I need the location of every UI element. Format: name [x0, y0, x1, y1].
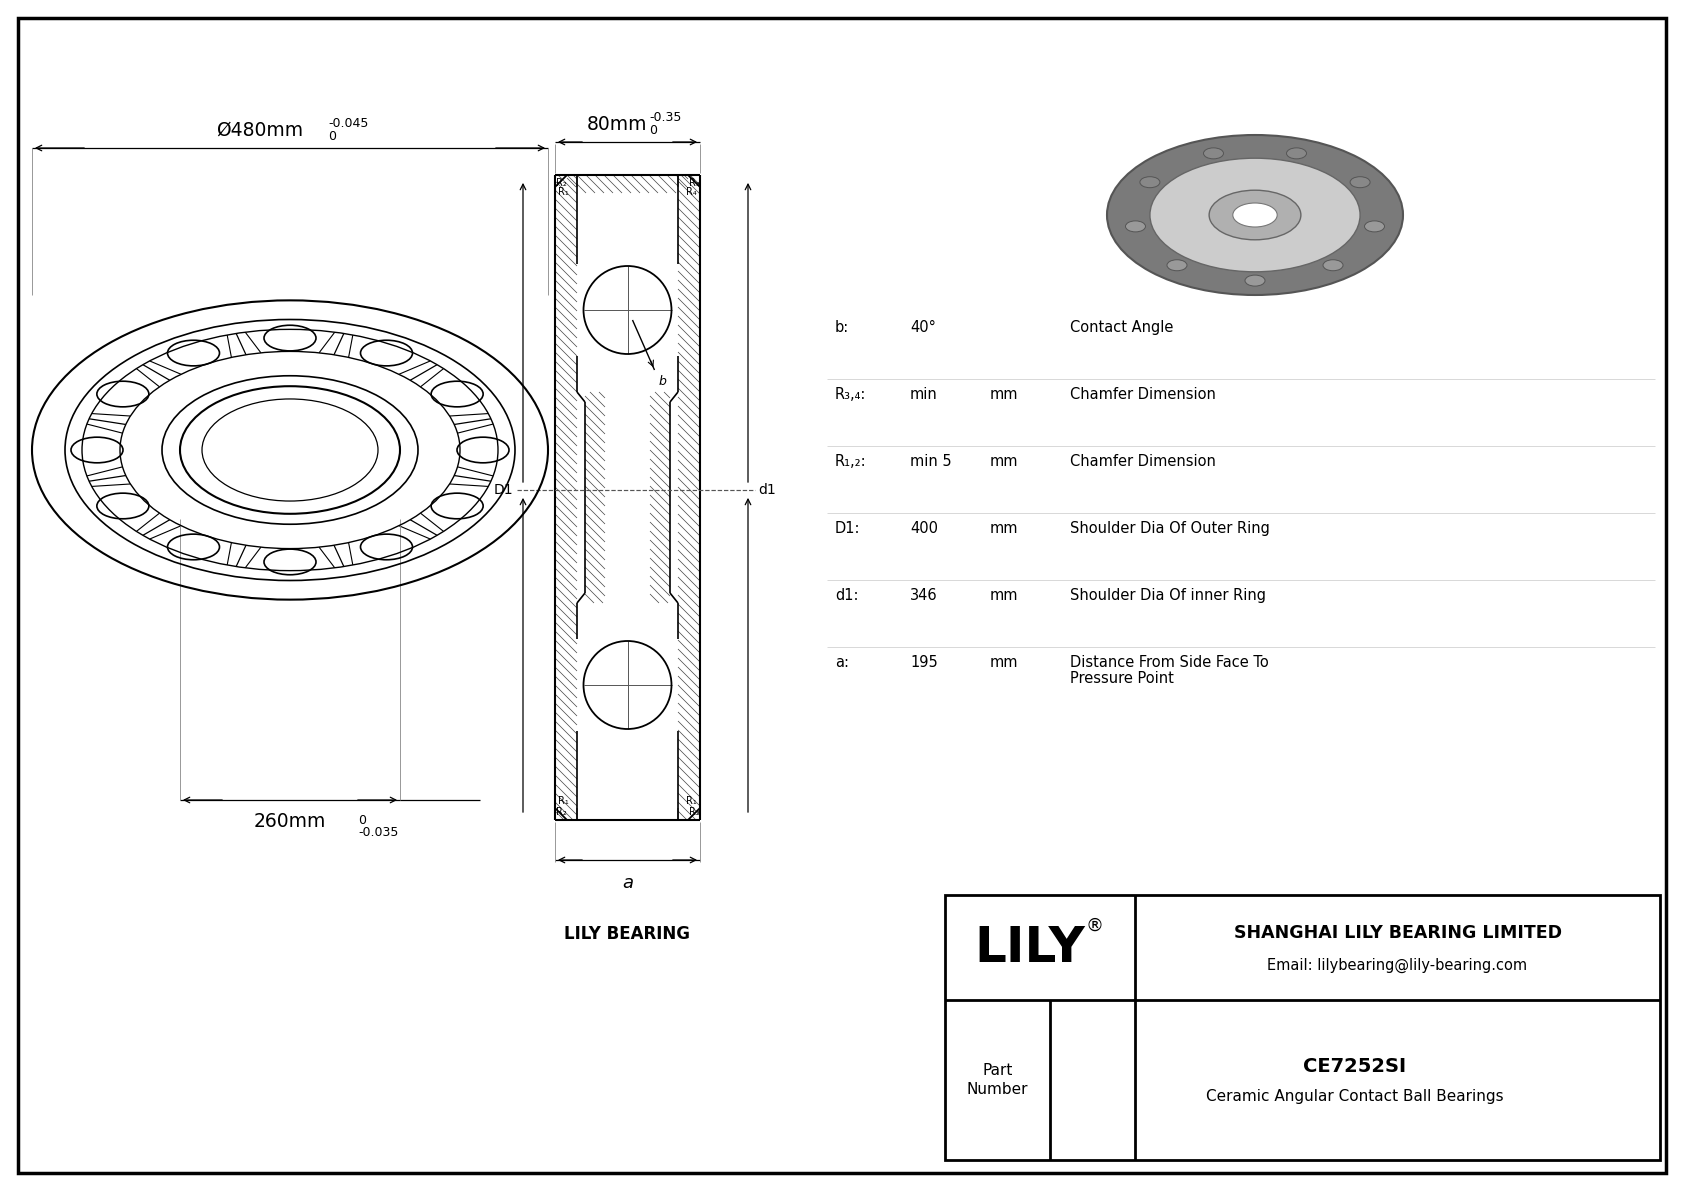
Text: D1:: D1: — [835, 520, 861, 536]
Text: d1:: d1: — [835, 588, 859, 603]
Ellipse shape — [1351, 176, 1371, 188]
Text: R₃,₄:: R₃,₄: — [835, 387, 866, 403]
Ellipse shape — [1106, 135, 1403, 295]
Ellipse shape — [1233, 202, 1276, 227]
Text: Shoulder Dia Of inner Ring: Shoulder Dia Of inner Ring — [1069, 588, 1266, 603]
Text: 0: 0 — [328, 130, 337, 143]
Text: b:: b: — [835, 320, 849, 335]
Text: 80mm: 80mm — [588, 116, 648, 135]
Text: ®: ® — [1084, 917, 1103, 935]
Text: d1: d1 — [758, 484, 776, 497]
Text: -0.035: -0.035 — [359, 827, 399, 838]
Text: mm: mm — [990, 520, 1019, 536]
Text: mm: mm — [990, 454, 1019, 469]
Ellipse shape — [1204, 148, 1224, 158]
Text: 400: 400 — [909, 520, 938, 536]
Text: 0: 0 — [359, 813, 365, 827]
Text: mm: mm — [990, 588, 1019, 603]
Text: min 5: min 5 — [909, 454, 951, 469]
Ellipse shape — [1150, 158, 1361, 272]
Text: Email: lilybearing@lily-bearing.com: Email: lilybearing@lily-bearing.com — [1268, 958, 1527, 973]
Bar — [945, 894, 1660, 1160]
Text: 195: 195 — [909, 655, 938, 671]
Text: Pressure Point: Pressure Point — [1069, 671, 1174, 686]
Text: Part
Number: Part Number — [967, 1062, 1029, 1097]
Text: b: b — [658, 375, 667, 388]
Text: min: min — [909, 387, 938, 403]
Ellipse shape — [1167, 260, 1187, 270]
Text: R₁: R₁ — [557, 187, 569, 197]
Text: SHANGHAI LILY BEARING LIMITED: SHANGHAI LILY BEARING LIMITED — [1233, 924, 1561, 942]
Text: 346: 346 — [909, 588, 938, 603]
Ellipse shape — [1125, 220, 1145, 232]
Text: R₂: R₂ — [689, 807, 699, 817]
Ellipse shape — [1364, 220, 1384, 232]
Text: 40°: 40° — [909, 320, 936, 335]
Text: Chamfer Dimension: Chamfer Dimension — [1069, 387, 1216, 403]
Ellipse shape — [1324, 260, 1344, 270]
Text: Contact Angle: Contact Angle — [1069, 320, 1174, 335]
Text: -0.045: -0.045 — [328, 117, 369, 130]
Text: -0.35: -0.35 — [650, 111, 682, 124]
Text: LILY: LILY — [975, 923, 1086, 972]
Ellipse shape — [1287, 148, 1307, 158]
Text: R₄: R₄ — [687, 187, 697, 197]
Text: CE7252SI: CE7252SI — [1303, 1056, 1406, 1075]
Text: R₁: R₁ — [687, 796, 697, 806]
Text: a: a — [621, 874, 633, 892]
Text: R₁: R₁ — [557, 796, 569, 806]
Ellipse shape — [1209, 191, 1300, 239]
Ellipse shape — [1140, 176, 1160, 188]
Text: 260mm: 260mm — [254, 812, 327, 831]
Text: LILY BEARING: LILY BEARING — [564, 925, 690, 943]
Text: Distance From Side Face To: Distance From Side Face To — [1069, 655, 1268, 671]
Text: R₂: R₂ — [556, 807, 566, 817]
Text: Shoulder Dia Of Outer Ring: Shoulder Dia Of Outer Ring — [1069, 520, 1270, 536]
Text: Ceramic Angular Contact Ball Bearings: Ceramic Angular Contact Ball Bearings — [1206, 1089, 1504, 1104]
Text: a:: a: — [835, 655, 849, 671]
Text: mm: mm — [990, 655, 1019, 671]
Ellipse shape — [1244, 275, 1265, 286]
Text: mm: mm — [990, 387, 1019, 403]
Text: R₂: R₂ — [556, 177, 566, 188]
Text: Chamfer Dimension: Chamfer Dimension — [1069, 454, 1216, 469]
Text: R₁,₂:: R₁,₂: — [835, 454, 867, 469]
Text: R₃: R₃ — [689, 177, 699, 188]
Text: 0: 0 — [650, 124, 657, 137]
Text: Ø480mm: Ø480mm — [217, 121, 303, 141]
Text: D1: D1 — [493, 484, 514, 497]
